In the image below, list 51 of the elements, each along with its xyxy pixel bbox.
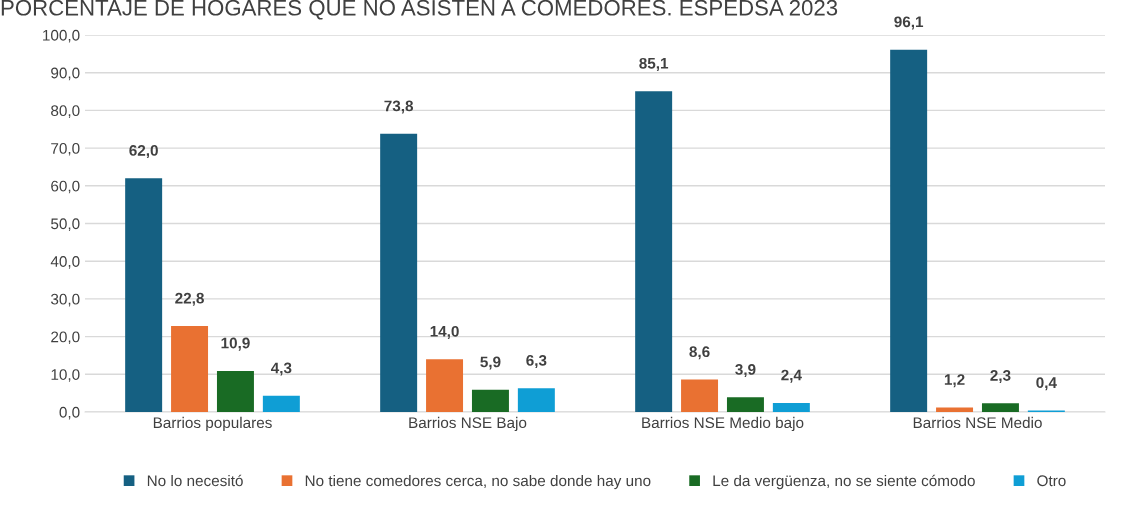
y-tick-label: 60,0: [51, 180, 80, 194]
bar: [125, 178, 163, 412]
bar: [772, 402, 810, 412]
data-label: 3,9: [735, 364, 756, 378]
y-tick-label: 20,0: [51, 331, 80, 345]
bar: [936, 407, 974, 412]
bar: [635, 91, 673, 412]
bar: [890, 49, 928, 412]
bar: [517, 388, 555, 412]
bar: [681, 379, 719, 412]
data-label: 14,0: [430, 325, 459, 339]
data-label: 1,2: [944, 374, 965, 388]
bar: [216, 370, 254, 412]
x-tick-label: Barrios populares: [153, 416, 272, 432]
bar: [471, 389, 509, 412]
data-label: 4,3: [270, 362, 292, 376]
data-label: 2,3: [990, 370, 1011, 384]
data-label: 6,3: [526, 354, 547, 368]
x-tick-label: Barrios NSE Medio bajo: [642, 416, 804, 432]
legend-label: No lo necesitó: [147, 474, 243, 487]
y-tick-label: 40,0: [50, 256, 80, 269]
legend-label: No tiene comedores cerca, no sabe donde hay uno: [305, 474, 651, 490]
y-tick-label: 70,0: [51, 142, 80, 156]
bar: [380, 133, 418, 412]
y-tick-label: 0,0: [59, 406, 80, 420]
y-tick-label: 30,0: [50, 293, 80, 307]
y-tick-label: 10,0: [51, 369, 80, 382]
y-tick-label: 100,0: [43, 29, 80, 43]
data-label: 2,4: [781, 369, 802, 383]
legend-label: Otro: [1037, 475, 1066, 487]
y-tick-label: 90,0: [51, 67, 80, 81]
y-tick-label: 80,0: [51, 105, 80, 118]
data-label: 0,4: [1036, 377, 1057, 391]
data-label: 62,0: [129, 144, 158, 159]
bar: [726, 397, 764, 412]
chart-title: PORCENTAJE DE HOGARES QUE NO ASISTEN A COMEDORES. ESPEDSA 2023: [1, 0, 838, 20]
bar: [262, 395, 300, 412]
legend-label: Le da vergüenza, no se siente cómodo: [713, 474, 975, 490]
data-label: 8,6: [689, 346, 710, 360]
data-label: 22,8: [175, 292, 204, 306]
x-tick-label: Barrios NSE Bajo: [409, 416, 527, 432]
data-label: 10,9: [221, 337, 250, 351]
bar: [426, 359, 464, 412]
y-tick-label: 50,0: [51, 218, 80, 231]
data-label: 5,9: [480, 356, 501, 370]
x-tick-label: Barrios NSE Medio: [913, 416, 1042, 429]
data-label: 73,8: [384, 100, 414, 114]
bar: [981, 403, 1019, 412]
data-label: 85,1: [639, 57, 669, 71]
bar: [171, 326, 209, 412]
data-label: 96,1: [894, 16, 924, 30]
